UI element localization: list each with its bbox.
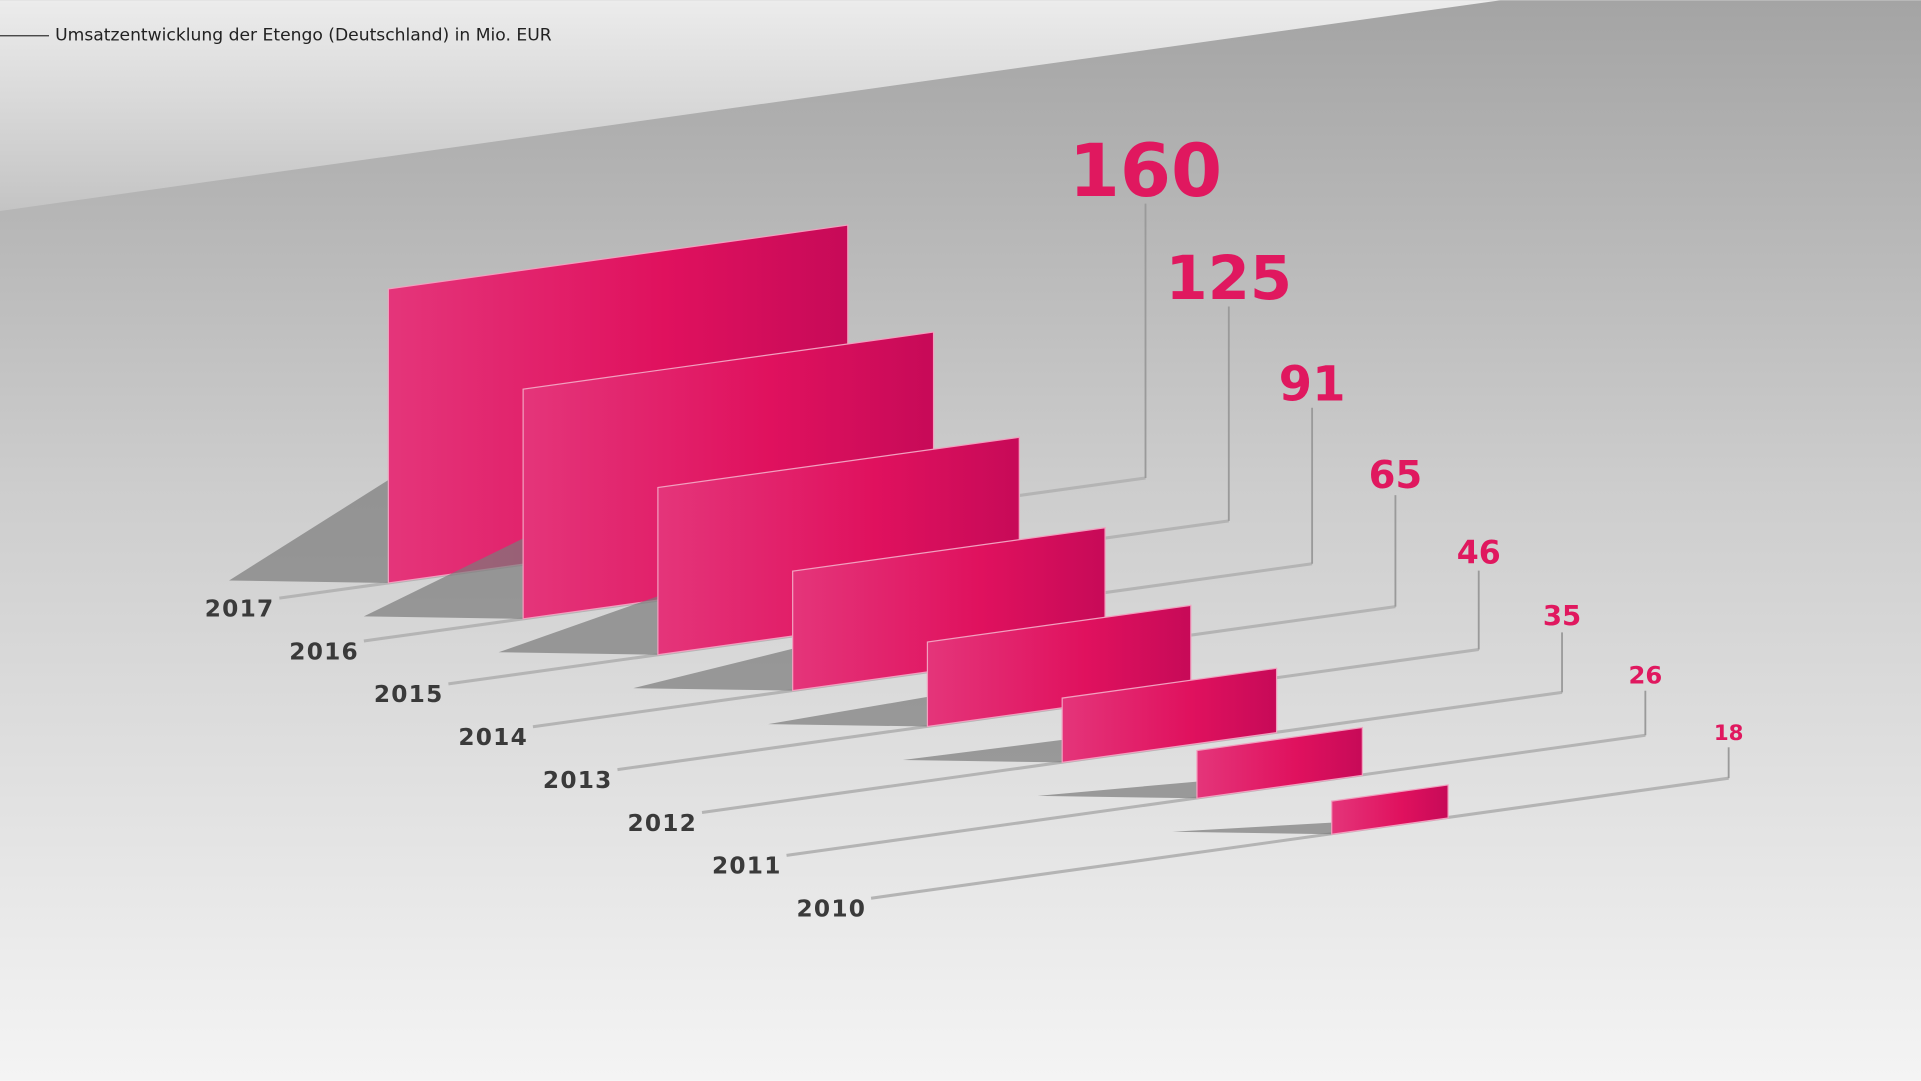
shadow bbox=[768, 696, 928, 727]
year-label: 2013 bbox=[543, 767, 613, 794]
value-label: 35 bbox=[1543, 600, 1581, 632]
shadow bbox=[1172, 822, 1332, 835]
shadow bbox=[633, 648, 793, 691]
year-label: 2015 bbox=[374, 681, 444, 708]
chart-title: Umsatzentwicklung der Etengo (Deutschlan… bbox=[55, 26, 552, 46]
year-label: 2017 bbox=[205, 595, 275, 622]
shadow bbox=[902, 739, 1063, 763]
value-label: 46 bbox=[1457, 535, 1501, 571]
shadow bbox=[498, 596, 658, 655]
bar bbox=[1061, 667, 1278, 764]
value-label: 18 bbox=[1714, 721, 1744, 746]
shadow bbox=[363, 538, 524, 619]
bar bbox=[1196, 726, 1363, 800]
value-label: 91 bbox=[1279, 356, 1346, 412]
year-label: 2011 bbox=[712, 853, 782, 880]
year-label: 2014 bbox=[458, 724, 528, 751]
shadow bbox=[1037, 781, 1197, 799]
year-label: 2010 bbox=[797, 896, 867, 923]
shadow bbox=[229, 480, 389, 583]
value-label: 125 bbox=[1166, 244, 1293, 314]
value-label: 26 bbox=[1628, 660, 1662, 689]
bar bbox=[1331, 784, 1449, 835]
background-band bbox=[0, 0, 1501, 211]
year-label: 2012 bbox=[627, 810, 697, 837]
value-label: 65 bbox=[1369, 453, 1423, 498]
value-label: 160 bbox=[1069, 129, 1222, 214]
baseline bbox=[870, 776, 1729, 900]
year-label: 2016 bbox=[289, 638, 359, 665]
